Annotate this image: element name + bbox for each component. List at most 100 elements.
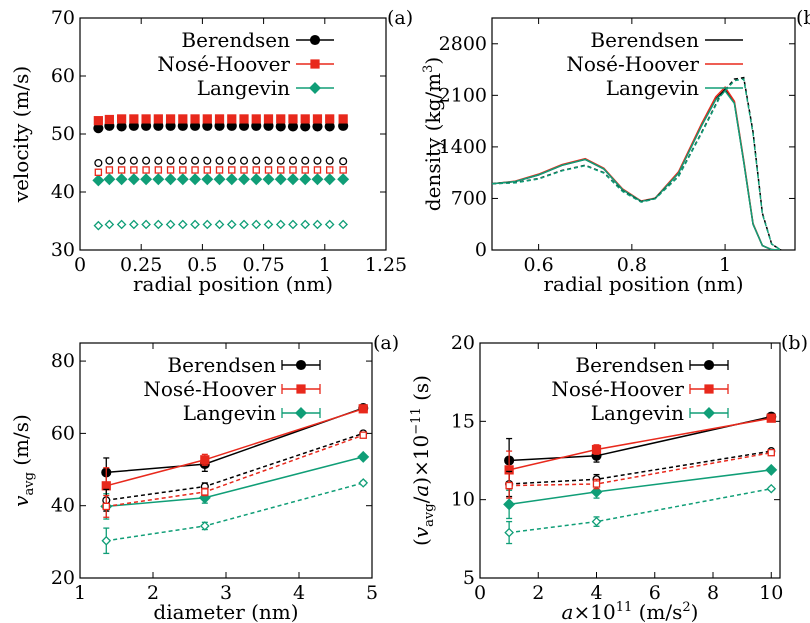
y-tick-label: 5 — [463, 567, 475, 589]
data-point — [288, 114, 298, 124]
data-point — [277, 166, 285, 174]
data-point — [93, 116, 103, 126]
series-line — [508, 417, 772, 471]
data-point — [299, 173, 312, 186]
panel-label: (a) — [387, 7, 413, 29]
data-point — [503, 498, 516, 511]
legend-label: Langevin — [606, 76, 699, 100]
data-point — [274, 173, 287, 186]
data-point — [214, 219, 225, 230]
legend-label: Nosé-Hoover — [566, 52, 699, 76]
data-layer — [503, 411, 778, 545]
x-tick-label: 0.25 — [120, 254, 162, 276]
data-point — [358, 478, 369, 488]
series-langevin — [503, 463, 778, 520]
data-point — [301, 166, 309, 174]
y-tick-label: 50 — [51, 123, 75, 145]
x-tick-label: 8 — [707, 582, 719, 604]
data-point — [191, 166, 199, 174]
data-point — [127, 173, 140, 186]
y-tick-label: 0 — [475, 239, 487, 261]
data-point — [591, 444, 602, 455]
data-point — [313, 156, 322, 165]
y-tick-label: 40 — [51, 181, 75, 203]
data-point — [286, 173, 299, 186]
legend-marker — [704, 384, 714, 394]
data-point — [592, 480, 601, 488]
chart-panel-3: 1 2 3 4 5 20 40 60 80 (a) diameter (nm) vavg (m/s) B… — [9, 332, 399, 623]
data-point — [130, 166, 138, 174]
data-point — [338, 114, 348, 124]
data-point — [154, 156, 163, 165]
y-axis-label: vavg (m/s) — [9, 414, 37, 507]
data-point — [105, 166, 114, 174]
panel-label: (b) — [781, 332, 808, 354]
data-point — [202, 114, 212, 124]
data-point — [165, 114, 176, 124]
series-secondary-4 — [492, 78, 782, 250]
x-tick-label: 4 — [590, 582, 602, 604]
data-point — [264, 156, 273, 165]
data-point — [288, 219, 298, 230]
y-axis-label-unit: (s) — [409, 375, 433, 407]
data-point — [228, 166, 236, 174]
data-point — [301, 156, 310, 165]
data-point — [289, 166, 297, 174]
y-axis-label-open: ( — [409, 538, 433, 546]
y-axis-label: velocity (m/s) — [9, 66, 33, 203]
data-point — [225, 173, 238, 186]
y-axis-label-symbol: v — [9, 495, 33, 507]
data-point — [339, 166, 347, 174]
data-point — [154, 166, 163, 174]
data-point — [312, 114, 323, 124]
data-point — [178, 156, 187, 165]
x-tick-label: 1 — [319, 254, 331, 276]
data-point — [263, 219, 274, 230]
y-tick-label: 20 — [451, 332, 475, 354]
x-tick-label: 6 — [649, 582, 661, 604]
y-axis-label-mid: )×10 — [409, 435, 433, 485]
data-point — [142, 166, 150, 174]
panel-label: (a) — [373, 332, 399, 354]
x-tick-label: 5 — [366, 582, 378, 604]
data-point — [338, 219, 348, 230]
y-axis-label: (vavg/a)×10−11 (s) — [409, 375, 437, 546]
data-point — [116, 219, 127, 230]
y-tick-label: 80 — [51, 350, 75, 372]
data-point — [104, 219, 115, 230]
data-point — [153, 114, 163, 124]
x-axis-label-symbol: a — [562, 600, 574, 623]
y-tick-label: 70 — [51, 7, 75, 29]
series-line — [492, 78, 782, 250]
series-secondary-5 — [93, 219, 348, 231]
data-point — [264, 166, 273, 174]
series-secondary-3 — [492, 76, 782, 250]
data-point — [300, 219, 311, 230]
data-point — [153, 219, 164, 230]
data-point — [251, 219, 262, 230]
x-tick-label: 1 — [74, 582, 86, 604]
data-point — [239, 156, 249, 165]
y-tick-label: 2100 — [439, 84, 487, 106]
data-point — [323, 173, 336, 186]
data-point — [200, 455, 210, 465]
data-point — [164, 173, 177, 186]
x-axis-label: a×1011 (m/s2) — [562, 600, 699, 623]
legend-label: Nosé-Hoover — [551, 377, 684, 401]
data-point — [325, 156, 334, 165]
data-point — [202, 219, 213, 230]
y-axis-label: density (kg/m3) — [421, 57, 445, 211]
data-point — [263, 114, 274, 124]
x-tick-label: 10 — [759, 582, 783, 604]
x-tick-label: 0.8 — [617, 254, 647, 276]
data-point — [339, 157, 348, 166]
series-secondary-4 — [102, 431, 367, 518]
data-point — [129, 156, 138, 165]
data-point — [238, 173, 250, 186]
x-tick-label: 1 — [719, 254, 731, 276]
data-point — [213, 173, 226, 186]
series-berendsen — [492, 88, 782, 250]
data-point — [239, 219, 249, 230]
plot-frame — [491, 17, 796, 251]
series-line — [509, 450, 772, 485]
